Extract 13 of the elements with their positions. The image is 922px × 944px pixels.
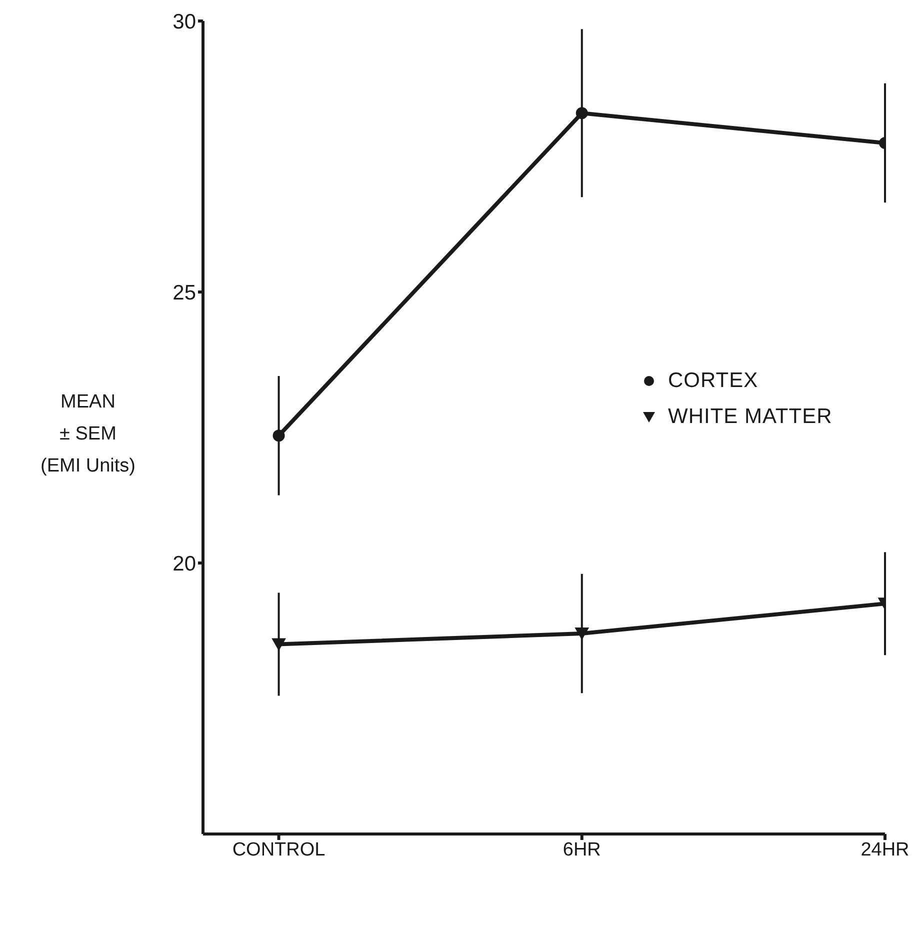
legend-label: WHITE MATTER <box>668 405 832 429</box>
y-tick-label: 20 <box>172 552 196 576</box>
x-tick-label: 24HR <box>860 839 910 860</box>
point <box>272 638 286 651</box>
y-tick-label: 30 <box>172 10 196 34</box>
point <box>272 430 285 442</box>
point <box>574 627 590 640</box>
x-tick-label: CONTROL <box>232 839 326 860</box>
legend-label: CORTEX <box>668 369 758 393</box>
y-tick-label: 25 <box>172 281 196 304</box>
x-tick-label: 6HR <box>562 839 601 860</box>
y-axis-title: MEAN ± SEM (EMI Units) <box>40 392 136 476</box>
point <box>576 107 588 120</box>
